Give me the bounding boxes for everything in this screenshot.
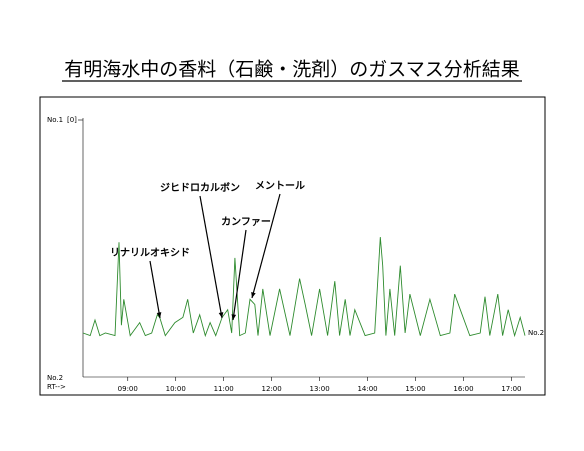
x-tick-label: 13:00: [309, 385, 329, 393]
arrow-head: [156, 312, 162, 318]
x-tick-label: 17:00: [501, 385, 521, 393]
x-axis-label: RT-->: [47, 383, 66, 391]
annotation: カンファー: [221, 216, 271, 228]
annotation-arrow: [199, 195, 223, 319]
x-tick-label: 09:00: [118, 385, 138, 393]
arrow-head: [218, 312, 224, 318]
arrow-head: [231, 314, 237, 320]
bottom-label: No.2: [47, 374, 63, 382]
chart-title: 有明海水中の香料（石鹸・洗剤）のガスマス分析結果: [64, 59, 519, 81]
x-tick-label: 12:00: [262, 385, 282, 393]
x-tick-label: 16:00: [453, 385, 473, 393]
top-label: No.1: [47, 116, 63, 124]
annotation-arrow: [251, 193, 281, 299]
x-tick-label: 10:00: [166, 385, 186, 393]
x-tick-label: 14:00: [357, 385, 377, 393]
annotation: ジヒドロカルボン: [160, 181, 240, 194]
top-scale: [0]: [67, 116, 77, 124]
trace: [82, 237, 526, 338]
x-tick-label: 11:00: [214, 385, 234, 393]
trace-label: No.2: [528, 329, 544, 337]
annotation-arrow: [232, 229, 247, 321]
x-tick-label: 15:00: [405, 385, 425, 393]
annotation: メントール: [255, 180, 305, 192]
annotation-arrow: [149, 260, 161, 319]
frame: [39, 96, 546, 396]
arrow-head: [251, 292, 256, 298]
annotation: リナリルオキシド: [110, 247, 190, 259]
